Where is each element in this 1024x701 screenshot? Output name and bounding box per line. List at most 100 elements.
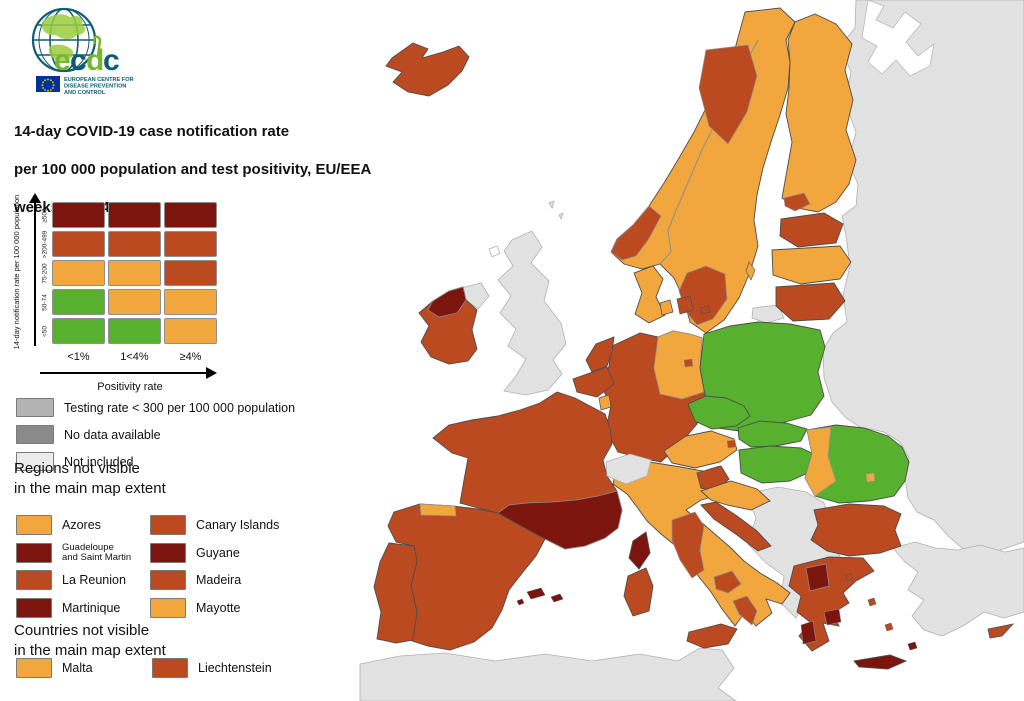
region-rhodes [907, 641, 918, 651]
x-axis-arrowhead-icon [206, 367, 217, 379]
region-item-la-reunion: La Reunion [16, 570, 126, 590]
matrix-cell-r0-c0 [52, 202, 105, 228]
country-item-malta-swatch [16, 658, 52, 678]
region-sicily [686, 623, 738, 649]
region-item-la-reunion-swatch [16, 570, 52, 590]
country-item-malta: Malta [16, 658, 93, 678]
region-czechia [687, 395, 751, 430]
country-item-malta-label: Malta [62, 661, 93, 675]
region-item-azores: Azores [16, 515, 101, 535]
region-united-kingdom [497, 230, 567, 396]
region-denmark [633, 265, 666, 324]
ecdc-org-name: EUROPEAN CENTRE FOR DISEASE PREVENTION A… [64, 77, 134, 96]
region-item-guyane-swatch [150, 542, 186, 563]
region-aegean-island [867, 597, 877, 607]
eu-flag-icon [36, 76, 60, 92]
region-item-guyane: Guyane [150, 542, 240, 563]
matrix-cell-r1-c1 [108, 231, 161, 257]
region-luxembourg [598, 394, 612, 411]
status-legend-item-1-label: No data available [64, 427, 161, 442]
region-shetland [548, 200, 564, 221]
region-latvia [771, 245, 852, 285]
region-item-martinique: Martinique [16, 597, 120, 618]
region-turkey [892, 541, 1024, 637]
region-denmark-zealand [676, 295, 694, 315]
region-berlin [683, 358, 694, 368]
svg-text:EUROPEAN CENTRE FOR: EUROPEAN CENTRE FOR [64, 77, 134, 83]
ecdc-logo-graphic: e c d c EUROPEAN CENTRE FOR DISEASE PREV… [31, 7, 134, 96]
status-legend-item-0-label: Testing rate < 300 per 100 000 populatio… [64, 400, 296, 415]
region-austria [663, 430, 738, 469]
countries-section-heading: Countries not visible in the main map ex… [14, 622, 166, 659]
matrix-cell-r4-c0 [52, 318, 105, 344]
region-item-azores-swatch [16, 515, 52, 535]
region-item-guyane-label: Guyane [196, 545, 240, 560]
country-item-liechtenstein-swatch [152, 658, 188, 678]
region-balearic-island [516, 598, 525, 606]
region-item-guadeloupe-and-saint-martin-swatch [16, 543, 52, 563]
matrix-cell-r3-c2 [164, 289, 217, 315]
region-white-sea [861, 0, 935, 77]
region-vienna [726, 439, 737, 449]
region-item-madeira-swatch [150, 570, 186, 590]
region-corsica [628, 531, 651, 570]
matrix-cell-r1-c2 [164, 231, 217, 257]
matrix-cell-r2-c0 [52, 260, 105, 286]
region-peloponnese-west [800, 620, 817, 645]
y-axis-line [34, 203, 36, 346]
region-item-martinique-swatch [16, 597, 52, 618]
region-balearic-island [550, 593, 564, 603]
region-france-south [497, 490, 623, 550]
region-bulgaria [810, 503, 902, 557]
region-faroe-islands [488, 245, 501, 258]
region-item-madeira: Madeira [150, 570, 241, 590]
region-kaliningrad [751, 304, 785, 324]
status-legend-item-0-swatch [16, 398, 54, 417]
matrix-cell-r1-c0 [52, 231, 105, 257]
x-axis-label: Positivity rate [97, 381, 163, 393]
country-item-liechtenstein: Liechtenstein [152, 658, 272, 678]
region-item-mayotte: Mayotte [150, 597, 241, 618]
matrix-cell-r4-c2 [164, 318, 217, 344]
country-item-liechtenstein-label: Liechtenstein [198, 661, 272, 675]
region-north-africa [359, 647, 737, 701]
status-legend-item-1: No data available [16, 425, 161, 444]
status-legend-item-2-swatch [16, 452, 54, 471]
matrix-col-label: <1% [67, 351, 90, 363]
region-slovakia [737, 420, 808, 448]
matrix-cell-r0-c2 [164, 202, 217, 228]
region-lithuania [775, 282, 846, 322]
region-item-canary-islands: Canary Islands [150, 515, 279, 535]
ecdc-logo: e c d c EUROPEAN CENTRE FOR DISEASE PREV… [22, 4, 172, 104]
svg-text:AND CONTROL: AND CONTROL [64, 90, 106, 96]
region-belgium [572, 366, 615, 398]
region-item-azores-label: Azores [62, 518, 101, 532]
region-item-la-reunion-label: La Reunion [62, 573, 126, 587]
region-item-canary-islands-swatch [150, 515, 186, 535]
region-croatia-inland [700, 480, 771, 511]
region-attica [823, 608, 842, 626]
region-gotland [745, 261, 756, 281]
region-finland [781, 13, 857, 213]
region-portugal [373, 542, 418, 644]
y-axis-label: 14-day notification rate per 100 000 pop… [12, 194, 21, 350]
region-italy-central [671, 511, 705, 579]
region-aegean-island [844, 572, 854, 582]
region-denmark-funen [659, 299, 674, 316]
status-legend-item-0: Testing rate < 300 per 100 000 populatio… [16, 398, 295, 417]
region-item-mayotte-label: Mayotte [196, 600, 241, 615]
region-estonia [779, 212, 844, 248]
svg-text:DISEASE PREVENTION: DISEASE PREVENTION [64, 84, 126, 90]
status-legend-item-2-label: Not included [64, 454, 134, 469]
ecdc-wordmark: e c d c [54, 35, 120, 77]
region-switzerland [605, 453, 652, 485]
region-crete [853, 654, 908, 670]
region-balearic-island [526, 587, 546, 600]
title-line-1: 14-day COVID-19 case notification rate [14, 123, 290, 140]
svg-text:d: d [86, 44, 104, 77]
region-bornholm [699, 305, 711, 315]
region-ireland-northwest [427, 286, 467, 318]
region-romania-west [804, 426, 837, 497]
region-norway-west [610, 205, 662, 261]
matrix-col-label: ≥4% [179, 351, 202, 363]
